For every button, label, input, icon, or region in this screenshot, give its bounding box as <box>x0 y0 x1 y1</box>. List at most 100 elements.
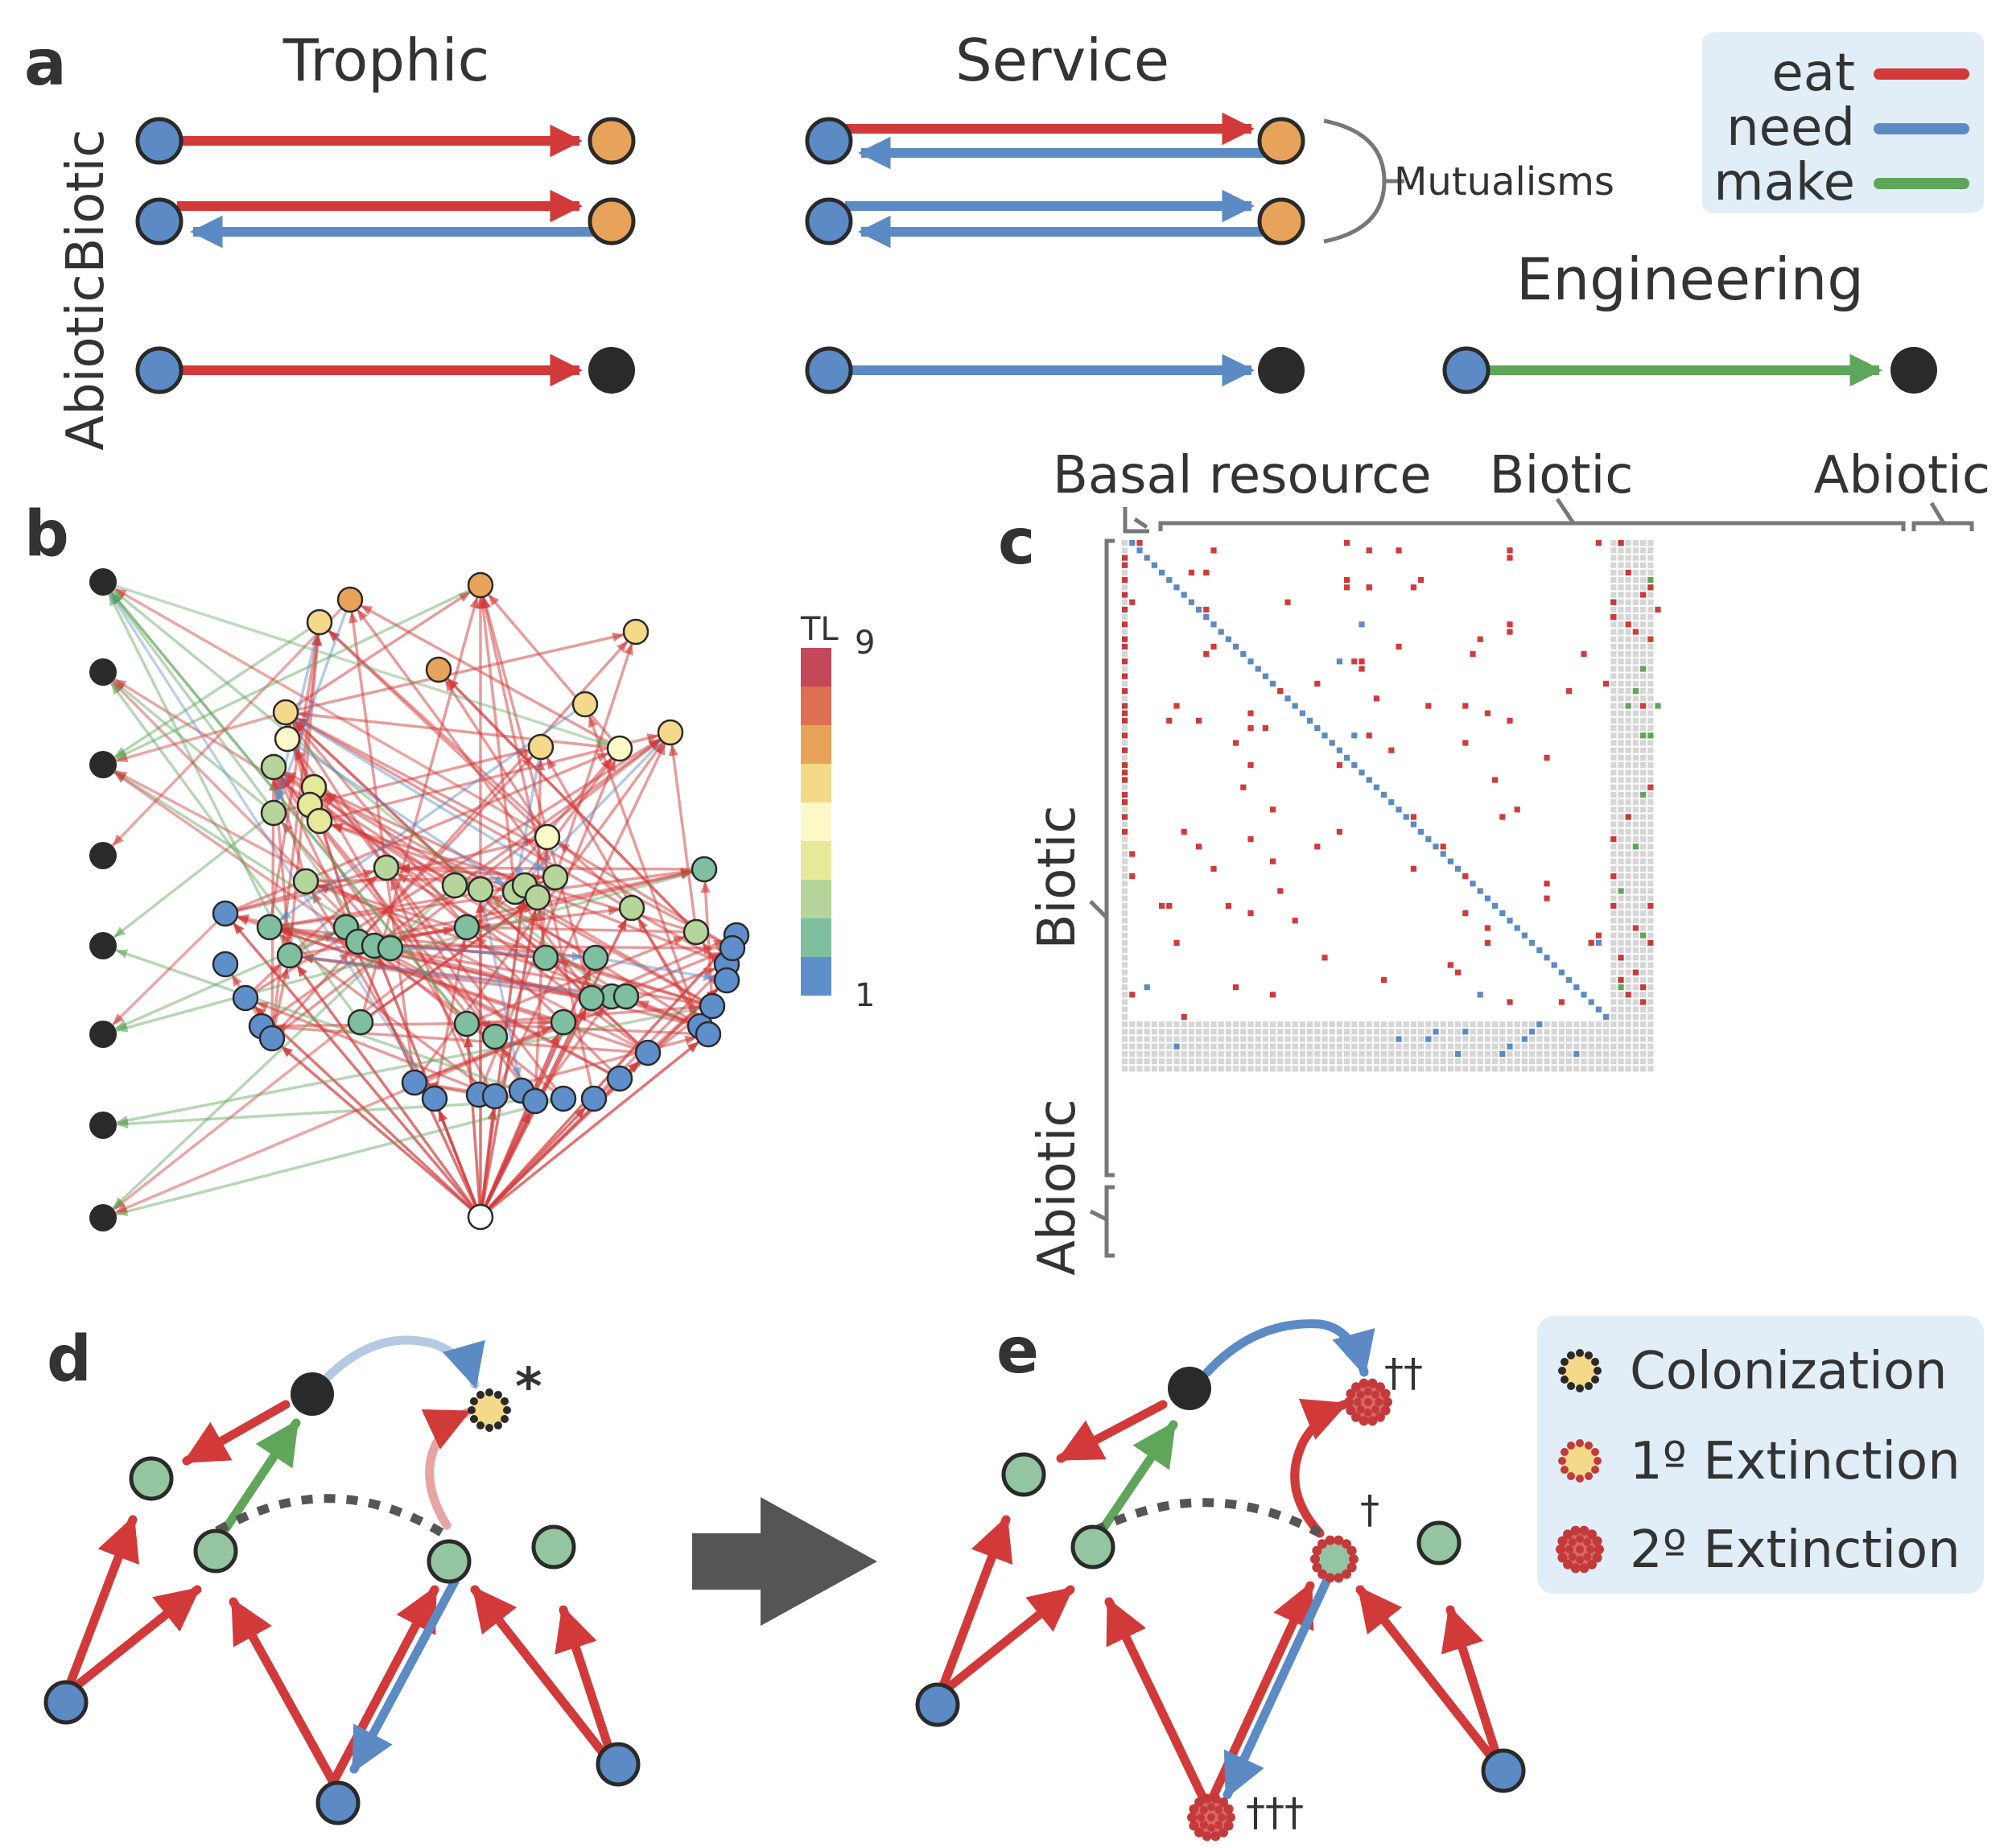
matrix-cell <box>1632 1013 1639 1020</box>
matrix-cell <box>1618 584 1624 591</box>
matrix-cell <box>1418 1050 1425 1057</box>
network-edge-head <box>115 1203 128 1213</box>
network-edge-head <box>281 1046 293 1058</box>
network-edge <box>466 1035 482 1218</box>
matrix-diagonal-cell <box>1218 629 1224 635</box>
matrix-cell <box>1632 1066 1639 1072</box>
colonization-marker-dot <box>476 1390 484 1399</box>
matrix-cell <box>1233 1043 1239 1050</box>
network-edge <box>110 592 468 1025</box>
matrix-cell <box>1247 1043 1254 1050</box>
species-node <box>1070 1524 1115 1570</box>
matrix-cell <box>1329 1043 1335 1050</box>
matrix-cell <box>1640 881 1647 887</box>
matrix-cell <box>1647 865 1654 872</box>
network-edge <box>289 954 600 996</box>
matrix-cell <box>1188 1036 1194 1042</box>
matrix-cell <box>1640 858 1647 864</box>
matrix-cell <box>1640 614 1647 621</box>
legend-colonization-marker-dot <box>1576 1349 1584 1357</box>
matrix-cell <box>1618 873 1624 880</box>
network-edge-head <box>114 679 127 690</box>
matrix-cell <box>1618 629 1624 635</box>
matrix-cell <box>1640 680 1647 687</box>
matrix-diagonal-cell <box>1262 673 1268 679</box>
matrix-cell <box>1284 1029 1291 1035</box>
network-edge <box>305 876 544 883</box>
matrix-cell <box>1292 1043 1298 1050</box>
matrix-cell <box>1632 577 1639 584</box>
matrix-cell <box>1351 1021 1358 1028</box>
secondary-extinction-marker-inner-dot <box>1364 1409 1372 1417</box>
matrix-abiotic-cell <box>1647 577 1654 584</box>
matrix-cell <box>1499 1066 1506 1072</box>
legend-primary-extinction-marker <box>1562 1443 1598 1479</box>
matrix-cell <box>1440 1021 1446 1028</box>
network-edge-head <box>113 1197 125 1209</box>
matrix-basal-cell <box>1122 592 1128 598</box>
matrix-cell <box>1625 1006 1631 1013</box>
species-node <box>135 346 183 394</box>
matrix-cell <box>1610 947 1617 954</box>
network-edge <box>293 747 565 1100</box>
species-node <box>377 934 404 962</box>
matrix-cell <box>1625 599 1631 605</box>
matrix-cell <box>1640 814 1647 820</box>
network-edge-head <box>608 905 621 916</box>
d-eat-arrow <box>61 1585 202 1699</box>
network-edge-head <box>112 834 124 846</box>
network-edge-head <box>512 1066 522 1079</box>
matrix-cell <box>1455 1029 1462 1035</box>
species-node <box>467 876 494 903</box>
species-node <box>588 117 636 165</box>
matrix-cell <box>1277 1021 1284 1028</box>
matrix-cell <box>1610 562 1617 568</box>
matrix-cell <box>1610 1006 1617 1013</box>
row-label-biotic: Biotic <box>56 130 116 274</box>
matrix-cell <box>1618 932 1624 938</box>
colonizing-species-node <box>468 1388 511 1432</box>
matrix-cell <box>1647 614 1654 621</box>
matrix-cell <box>1603 1066 1610 1072</box>
network-edge <box>115 868 705 1033</box>
matrix-cell <box>1618 784 1624 790</box>
matrix-cell <box>1492 1050 1499 1057</box>
secondary-extinction-marker-dot <box>1359 1416 1369 1426</box>
matrix-cell <box>1484 1058 1491 1065</box>
matrix-cell <box>1536 1058 1543 1065</box>
species-node <box>441 872 468 899</box>
matrix-cell <box>1181 1036 1187 1042</box>
matrix-cell <box>1632 806 1639 813</box>
matrix-cell <box>1603 1050 1610 1057</box>
abiotic-node <box>1168 1367 1211 1410</box>
matrix-cell <box>1225 1066 1231 1072</box>
matrix-cell <box>1588 1036 1594 1042</box>
network-edge <box>113 587 548 839</box>
species-node <box>306 608 333 636</box>
matrix-eat-cell <box>1388 747 1395 753</box>
primary-extinction-marker-dot <box>1317 1539 1328 1549</box>
species-node <box>805 197 853 245</box>
matrix-cell <box>1166 1066 1173 1072</box>
matrix-cell <box>1625 577 1631 584</box>
colorbar-segment <box>801 880 831 918</box>
matrix-eat-cell <box>1173 939 1180 946</box>
legend-secondary-extinction-marker-dot <box>1586 1559 1597 1570</box>
matrix-cell <box>1166 1021 1173 1028</box>
matrix-cell <box>1610 651 1617 658</box>
matrix-eat-cell <box>1247 910 1254 917</box>
matrix-cell <box>1240 1066 1247 1072</box>
matrix-cell <box>1647 562 1654 568</box>
matrix-cell <box>1551 1066 1557 1072</box>
matrix-abiotic-cell <box>1610 836 1617 843</box>
matrix-cell <box>1610 762 1617 769</box>
matrix-cell <box>1388 1043 1395 1050</box>
matrix-cell <box>1484 1036 1491 1042</box>
matrix-cell <box>1440 1058 1446 1065</box>
matrix-diagonal-cell <box>1455 865 1462 872</box>
matrix-cell <box>1122 910 1128 917</box>
matrix-cell <box>1373 1029 1379 1035</box>
matrix-cell <box>1173 1058 1180 1065</box>
matrix-cell <box>1181 1058 1187 1065</box>
legend-colonization-marker-dot <box>1558 1367 1566 1375</box>
